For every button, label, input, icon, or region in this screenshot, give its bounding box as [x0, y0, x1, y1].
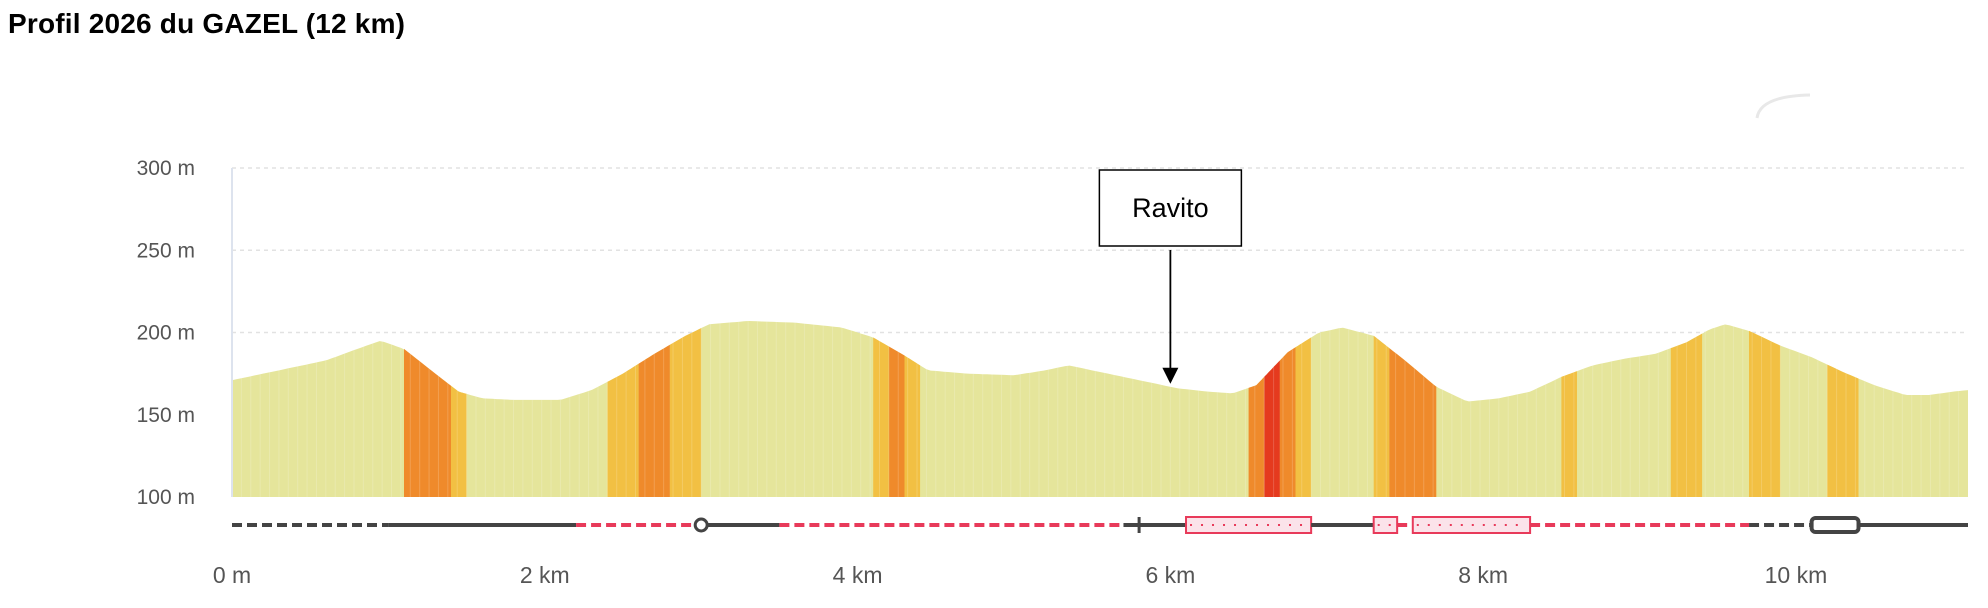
slope-segment-steep — [638, 344, 670, 497]
slope-segment-moderate — [451, 385, 467, 497]
slope-segment-moderate — [607, 363, 639, 497]
corner-decoration — [1755, 93, 1811, 119]
surface-red-box — [1372, 516, 1399, 534]
surface-strip — [232, 516, 1968, 534]
slope-segment-steep — [404, 348, 451, 497]
slope-segment-steep — [1248, 376, 1265, 497]
x-tick-label: 10 km — [1765, 562, 1828, 588]
y-tick-label: 150 m — [137, 404, 195, 427]
y-tick-label: 200 m — [137, 322, 195, 345]
surface-marker-circle — [693, 517, 709, 533]
annotations: Ravito — [1098, 169, 1243, 384]
x-tick-label: 0 m — [213, 562, 251, 588]
x-tick-labels: 0 m 2 km 4 km 6 km 8 km 10 km — [213, 562, 1827, 588]
surface-red-box — [1185, 516, 1313, 534]
slope-segment-steep — [1279, 347, 1296, 497]
area-hatching — [231, 320, 1960, 497]
elevation-area-base — [232, 321, 1968, 497]
slope-segment-steep — [1389, 348, 1437, 497]
elevation-area — [231, 320, 1968, 497]
surface-dark-box — [1809, 516, 1861, 534]
y-tick-label: 100 m — [137, 486, 195, 509]
slope-segment-moderate — [904, 355, 921, 497]
y-tick-label: 300 m — [137, 157, 195, 180]
slope-segment-steep — [888, 346, 905, 497]
slope-segment-moderate — [1749, 330, 1781, 497]
slope-segment-moderate — [1373, 335, 1390, 497]
y-tick-label: 250 m — [137, 239, 195, 262]
slope-segment-moderate — [1561, 371, 1577, 497]
x-tick-label: 8 km — [1458, 562, 1508, 588]
annotation-arrow-head — [1162, 367, 1179, 384]
annotation-box — [1098, 169, 1243, 247]
slope-segment-moderate — [873, 337, 889, 497]
x-tick-label: 2 km — [520, 562, 570, 588]
annotation-label: Ravito — [1132, 193, 1209, 223]
slope-segment-moderate — [1827, 364, 1859, 497]
x-tick-label: 4 km — [833, 562, 883, 588]
slope-segment-moderate — [669, 328, 702, 497]
slope-segment-very_steep — [1264, 360, 1280, 497]
y-tick-labels: 100 m 150 m 200 m 250 m 300 m — [137, 157, 195, 509]
slope-segment-moderate — [1295, 337, 1312, 497]
slope-segment-moderate — [1670, 333, 1703, 497]
surface-red-box — [1411, 516, 1532, 534]
x-tick-label: 6 km — [1145, 562, 1195, 588]
page-title: Profil 2026 du GAZEL (12 km) — [8, 8, 406, 39]
